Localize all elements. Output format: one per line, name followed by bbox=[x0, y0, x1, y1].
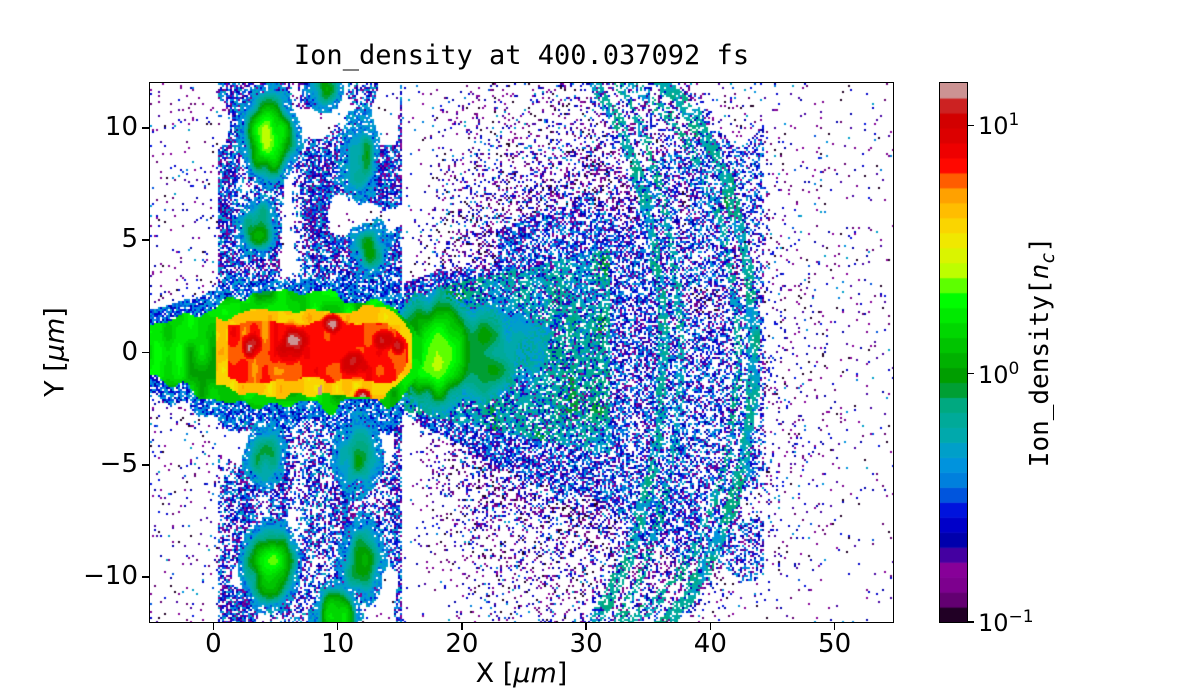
y-axis-label: Y [μm] bbox=[40, 307, 71, 397]
x-axis-label-prefix: X [ bbox=[475, 658, 514, 689]
x-tick-label: 10 bbox=[321, 629, 355, 659]
heatmap-canvas bbox=[149, 82, 893, 622]
x-tick-mark bbox=[212, 622, 215, 630]
colorbar-canvas bbox=[939, 82, 967, 622]
y-tick-label: 5 bbox=[121, 224, 138, 255]
x-tick-mark bbox=[585, 622, 587, 630]
colorbar-label-var: n bbox=[1024, 263, 1055, 280]
plot-title: Ion_density at 400.037092 fs bbox=[293, 40, 750, 71]
x-axis-label: X [μm] bbox=[150, 658, 893, 689]
x-tick-label: 40 bbox=[693, 629, 727, 659]
colorbar-tick-mark bbox=[967, 124, 974, 127]
colorbar-label: Ion_density[nc] bbox=[1025, 237, 1059, 467]
y-tick-label: −10 bbox=[83, 561, 138, 592]
y-tick-mark bbox=[141, 351, 149, 354]
colorbar-tick-label: 101 bbox=[978, 110, 1020, 141]
y-tick-mark bbox=[141, 576, 149, 578]
x-axis-label-suffix: ] bbox=[556, 658, 568, 689]
x-axis-label-unit: μm bbox=[513, 658, 557, 689]
y-tick-label: 0 bbox=[121, 336, 138, 367]
colorbar-frame bbox=[938, 81, 968, 623]
colorbar-tick-mark bbox=[967, 621, 974, 623]
x-tick-mark bbox=[709, 622, 712, 630]
y-tick-mark bbox=[141, 127, 149, 129]
colorbar-tick-mark bbox=[967, 372, 974, 375]
y-axis-label-suffix: ] bbox=[39, 307, 71, 318]
y-tick-label: 10 bbox=[104, 111, 138, 142]
colorbar-tick-label: 10−1 bbox=[978, 607, 1034, 637]
x-tick-mark bbox=[461, 622, 463, 630]
x-tick-mark bbox=[833, 622, 836, 630]
x-tick-label: 30 bbox=[569, 629, 603, 659]
x-tick-mark bbox=[336, 622, 339, 630]
colorbar-label-prefix: Ion_density[ bbox=[1024, 279, 1055, 468]
y-axis-label-unit: μm bbox=[39, 317, 71, 362]
y-axis-label-prefix: Y [ bbox=[39, 361, 71, 397]
x-tick-label: 50 bbox=[818, 629, 852, 659]
y-tick-label: −5 bbox=[99, 448, 138, 479]
y-tick-mark bbox=[141, 239, 149, 241]
x-tick-label: 0 bbox=[205, 629, 222, 659]
colorbar-label-suffix: ] bbox=[1024, 236, 1055, 253]
colorbar-tick-label: 100 bbox=[978, 358, 1020, 389]
y-tick-mark bbox=[141, 464, 149, 466]
axes-frame bbox=[148, 81, 894, 623]
x-tick-label: 20 bbox=[445, 629, 479, 659]
colorbar-label-sub: c bbox=[1038, 252, 1060, 264]
